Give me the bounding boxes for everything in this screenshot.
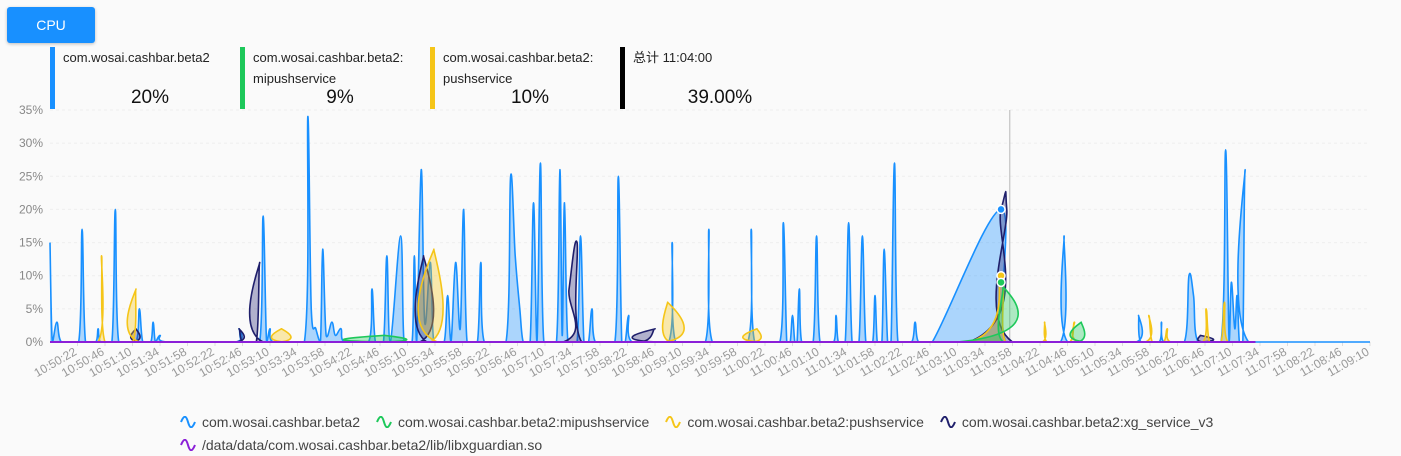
legend-line-icon [939, 415, 956, 428]
y-tick-label: 10% [19, 269, 43, 283]
stat-card-label: com.wosai.cashbar.beta2 [63, 50, 210, 65]
legend-line-icon [180, 415, 196, 428]
stat-card-label: 总计 11:04:00 [633, 50, 713, 65]
chart-legend: com.wosai.cashbar.beta2 com.wosai.cashbar… [180, 410, 1280, 456]
stat-card-main-process: com.wosai.cashbar.beta2 20% [50, 47, 240, 109]
hover-marker-0 [996, 204, 1006, 215]
legend-line-icon [665, 415, 682, 428]
stat-card-value: 10% [510, 87, 550, 108]
y-tick-label: 20% [19, 202, 43, 216]
legend-line-icon [180, 438, 196, 451]
legend-line-icon [376, 415, 392, 428]
stat-card-pushservice: com.wosai.cashbar.beta2: pushservice 10% [430, 47, 620, 109]
stat-card-mipushservice: com.wosai.cashbar.beta2: mipushservice 9% [240, 47, 430, 109]
cpu-button[interactable]: CPU [7, 7, 95, 43]
y-tick-label: 0% [26, 335, 44, 349]
legend-item[interactable]: com.wosai.cashbar.beta2 [180, 410, 360, 433]
hover-marker-2 [996, 277, 1006, 288]
legend-label: /data/data/com.wosai.cashbar.beta2/lib/l… [202, 436, 543, 453]
y-tick-label: 25% [19, 169, 43, 183]
stat-card-label: com.wosai.cashbar.beta2: mipushservice [253, 50, 404, 86]
series-line-0 [49, 115, 1370, 343]
series-area-3 [50, 191, 1256, 342]
stat-card-value: 20% [130, 87, 170, 108]
y-tick-label: 5% [26, 302, 44, 316]
legend-item[interactable]: com.wosai.cashbar.beta2:xg_service_v3 [939, 410, 1214, 433]
legend-label: com.wosai.cashbar.beta2:pushservice [687, 413, 924, 430]
legend-item[interactable]: /data/data/com.wosai.cashbar.beta2/lib/l… [180, 433, 542, 456]
stat-card-total: 总计 11:04:00 39.00% [620, 47, 810, 109]
stat-card-label: com.wosai.cashbar.beta2: pushservice [443, 50, 594, 86]
series-area-1 [50, 282, 1256, 342]
y-tick-label: 30% [19, 136, 43, 150]
legend-label: com.wosai.cashbar.beta2:xg_service_v3 [961, 413, 1214, 430]
series-area-0 [50, 116, 1370, 343]
legend-item[interactable]: com.wosai.cashbar.beta2:mipushservice [376, 410, 649, 433]
stat-card-value: 39.00% [687, 87, 753, 108]
stat-card-value: 9% [326, 87, 354, 108]
legend-label: com.wosai.cashbar.beta2 [202, 413, 360, 430]
legend-label: com.wosai.cashbar.beta2:mipushservice [397, 413, 650, 430]
y-tick-label: 35% [19, 103, 43, 117]
series-line-3 [49, 190, 1256, 343]
legend-item[interactable]: com.wosai.cashbar.beta2:pushservice [665, 410, 924, 433]
y-tick-label: 15% [19, 236, 43, 250]
